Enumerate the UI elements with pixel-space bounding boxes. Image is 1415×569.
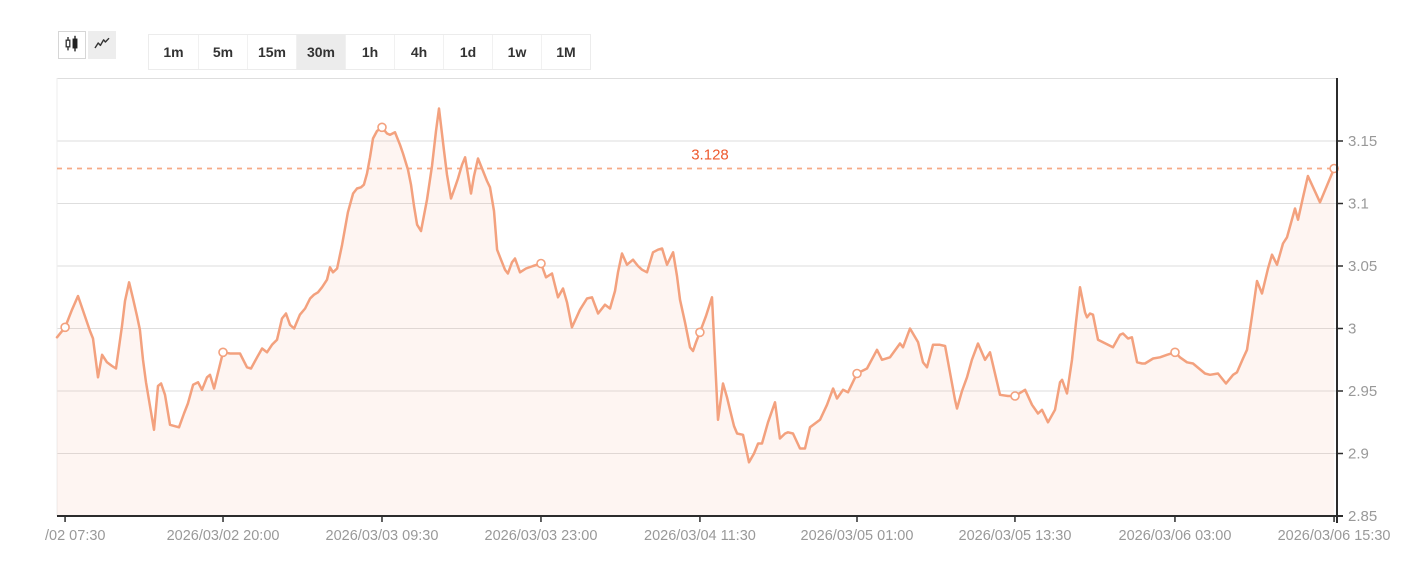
- timeframe-button-1M[interactable]: 1M: [541, 35, 590, 69]
- timeframe-button-1w[interactable]: 1w: [492, 35, 541, 69]
- data-point-marker: [1170, 347, 1180, 358]
- chart-type-switcher: [58, 31, 116, 59]
- x-axis-label: 2026/03/03 09:30: [326, 528, 439, 544]
- y-axis-label: 2.85: [1348, 508, 1377, 525]
- y-axis-label: 2.95: [1348, 383, 1377, 400]
- timeframe-button-4h[interactable]: 4h: [394, 35, 443, 69]
- y-axis-label: 3.1: [1348, 196, 1369, 213]
- timeframe-button-30m[interactable]: 30m: [296, 35, 345, 69]
- candlestick-view-button[interactable]: [58, 31, 86, 59]
- y-axis-label: 3.15: [1348, 133, 1377, 150]
- timeframe-bar: 1m 5m 15m 30m 1h 4h 1d 1w 1M: [148, 34, 591, 70]
- price-area: [57, 108, 1335, 516]
- timeframe-button-1d[interactable]: 1d: [443, 35, 492, 69]
- timeframe-button-5m[interactable]: 5m: [198, 35, 247, 69]
- data-point-marker: [60, 322, 70, 333]
- data-point-marker: [536, 258, 546, 269]
- data-point-marker: [1010, 391, 1020, 401]
- timeframe-button-15m[interactable]: 15m: [247, 35, 296, 69]
- x-axis-label: 2026/03/04 11:30: [644, 528, 756, 544]
- y-axis-label: 3.05: [1348, 258, 1377, 275]
- x-axis-label: 2026/03/05 01:00: [801, 528, 914, 544]
- y-axis-label: 2.9: [1348, 446, 1369, 463]
- x-axis-label: 2026/03/02 20:00: [167, 528, 280, 544]
- y-axis-label: 3: [1348, 321, 1356, 338]
- current-price-label: 3.128: [691, 147, 729, 164]
- candlestick-icon: [63, 35, 81, 56]
- line-view-button[interactable]: [88, 31, 116, 59]
- data-point-marker: [218, 347, 228, 358]
- x-axis-label: 2026/03/03 23:00: [485, 528, 598, 544]
- data-point-marker: [852, 368, 862, 379]
- x-axis-label: /02 07:30: [45, 528, 105, 544]
- line-chart-icon: [93, 35, 111, 56]
- x-axis-label: 2026/03/06 03:00: [1119, 528, 1232, 544]
- price-line: [55, 107, 1336, 464]
- data-point-marker: [695, 327, 705, 338]
- x-axis-label: 2026/03/05 13:30: [959, 528, 1072, 544]
- data-point-marker: [377, 122, 387, 133]
- x-axis-label: 2026/03/06 15:30: [1278, 528, 1391, 544]
- timeframe-button-1m[interactable]: 1m: [149, 35, 198, 69]
- timeframe-button-1h[interactable]: 1h: [345, 35, 394, 69]
